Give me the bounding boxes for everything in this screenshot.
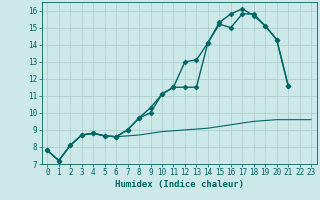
- X-axis label: Humidex (Indice chaleur): Humidex (Indice chaleur): [115, 180, 244, 189]
